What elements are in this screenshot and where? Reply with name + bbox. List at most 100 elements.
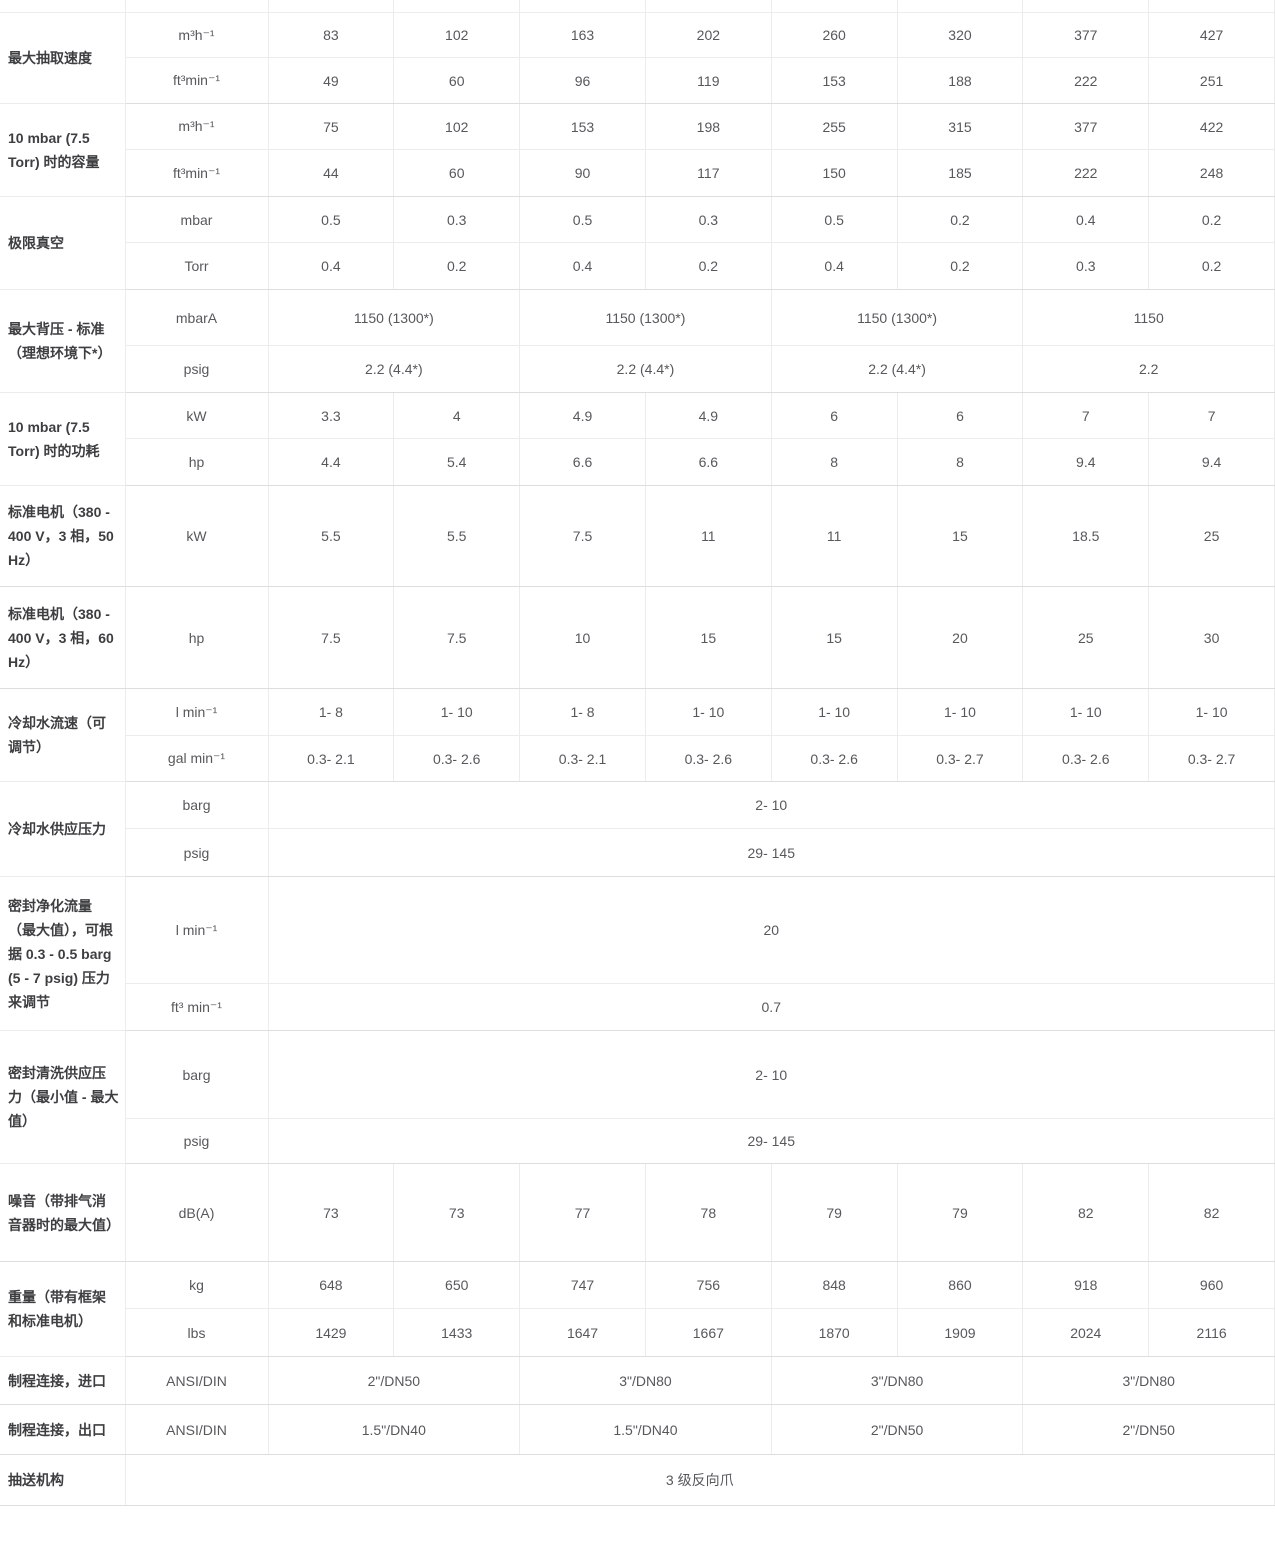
value-cell: 3 级反向爪 — [124, 1454, 1275, 1506]
spec-label: 冷却水流速（可调节） — [0, 688, 126, 782]
value-cell: 9.4 — [1148, 438, 1275, 486]
unit-cell: hp — [124, 586, 269, 689]
value-cell: 848 — [770, 1261, 898, 1309]
spec-label: 密封清洗供应压力（最小值 - 最大值） — [0, 1030, 126, 1164]
value-cell: 0.4 — [519, 242, 646, 290]
unit-cell: psig — [125, 1118, 269, 1164]
header-stub-cell — [1148, 0, 1275, 13]
value-cell: 60 — [393, 149, 521, 197]
value-cell: 1433 — [393, 1308, 521, 1357]
value-cell: 5.4 — [393, 438, 521, 486]
value-cell: 1- 10 — [1022, 688, 1150, 736]
value-cell: 10 — [519, 586, 646, 689]
value-cell: 248 — [1148, 149, 1275, 197]
table-row: 极限真空 mbar 0.5 0.3 0.5 0.3 0.5 0.2 0.4 0.… — [0, 196, 1275, 290]
value-cell: 0.3 — [393, 196, 521, 243]
value-cell: 0.3- 2.1 — [519, 735, 646, 782]
value-cell: 1150 (1300*) — [770, 289, 1024, 346]
table-row: 噪音（带排气消音器时的最大值） dB(A) 73 73 77 78 79 79 … — [0, 1163, 1275, 1262]
value-cell: 4.9 — [519, 392, 646, 439]
unit-cell: Torr — [125, 242, 269, 290]
unit-cell: m³h⁻¹ — [124, 103, 269, 150]
value-cell: 11 — [644, 485, 772, 587]
header-stub-cell — [644, 0, 772, 13]
value-cell: 648 — [267, 1261, 395, 1309]
value-cell: 2.2 (4.4*) — [519, 345, 772, 393]
value-cell: 960 — [1148, 1261, 1275, 1309]
table-row: 10 mbar (7.5 Torr) 时的功耗 kW 3.3 4 4.9 4.9… — [0, 392, 1275, 486]
table-row: 密封清洗供应压力（最小值 - 最大值） barg 2- 10 — [0, 1030, 1275, 1164]
header-stub-cell — [519, 0, 646, 13]
value-cell: 0.3- 2.1 — [267, 735, 395, 782]
value-cell: 1647 — [519, 1308, 646, 1357]
value-cell: 0.2 — [1148, 196, 1275, 243]
unit-cell: dB(A) — [124, 1163, 269, 1262]
unit-cell: hp — [125, 438, 269, 486]
unit-cell: ANSI/DIN — [124, 1356, 269, 1405]
value-cell: 0.3- 2.6 — [770, 735, 898, 782]
value-cell: 0.5 — [267, 196, 395, 243]
header-stub-cell — [124, 0, 269, 13]
value-cell: 251 — [1148, 57, 1275, 104]
value-cell: 6 — [770, 392, 898, 439]
value-cell: 2.2 (4.4*) — [267, 345, 521, 393]
unit-cell: mbar — [124, 196, 269, 243]
value-cell: 0.3- 2.6 — [644, 735, 772, 782]
value-cell: 29- 145 — [267, 1118, 1275, 1164]
value-cell: 78 — [644, 1163, 772, 1262]
value-cell: 422 — [1148, 103, 1275, 150]
value-cell: 102 — [393, 103, 521, 150]
value-cell: 20 — [267, 876, 1275, 984]
value-cell: 0.5 — [770, 196, 898, 243]
value-cell: 222 — [1022, 57, 1150, 104]
value-cell: 0.7 — [267, 983, 1275, 1031]
value-cell: 8 — [896, 438, 1024, 486]
table-row: ft³min⁻¹ 44 60 90 117 150 185 222 248 — [0, 149, 1275, 197]
value-cell: 4.4 — [267, 438, 395, 486]
value-cell: 1667 — [644, 1308, 772, 1357]
value-cell: 1- 10 — [393, 688, 521, 736]
value-cell: 0.3 — [1022, 242, 1150, 290]
value-cell: 0.3- 2.6 — [393, 735, 521, 782]
value-cell: 0.2 — [896, 196, 1024, 243]
spec-label: 冷却水供应压力 — [0, 781, 126, 877]
spec-label: 10 mbar (7.5 Torr) 时的容量 — [0, 103, 126, 197]
value-cell: 5.5 — [393, 485, 521, 587]
value-cell: 15 — [770, 586, 898, 689]
table-row: 制程连接，出口 ANSI/DIN 1.5"/DN40 1.5"/DN40 2"/… — [0, 1404, 1275, 1455]
value-cell: 650 — [393, 1261, 521, 1309]
value-cell: 222 — [1022, 149, 1150, 197]
value-cell: 2.2 (4.4*) — [770, 345, 1024, 393]
value-cell: 860 — [896, 1261, 1024, 1309]
value-cell: 7 — [1148, 392, 1275, 439]
value-cell: 756 — [644, 1261, 772, 1309]
value-cell: 20 — [896, 586, 1024, 689]
value-cell: 1- 10 — [644, 688, 772, 736]
value-cell: 7.5 — [393, 586, 521, 689]
header-stub-cell — [896, 0, 1024, 13]
spec-label: 密封净化流量（最大值），可根据 0.3 - 0.5 barg (5 - 7 ps… — [0, 876, 126, 1031]
value-cell: 77 — [519, 1163, 646, 1262]
spec-table: 最大抽取速度 m³h⁻¹ 83 102 163 202 260 320 377 … — [0, 0, 1275, 1506]
value-cell: 1429 — [267, 1308, 395, 1357]
unit-cell: ANSI/DIN — [124, 1404, 269, 1455]
value-cell: 377 — [1022, 103, 1150, 150]
table-row: 最大背压 - 标准（理想环境下*） mbarA 1150 (1300*) 115… — [0, 289, 1275, 393]
value-cell: 2.2 — [1022, 345, 1275, 393]
spec-label: 10 mbar (7.5 Torr) 时的功耗 — [0, 392, 126, 486]
value-cell: 6.6 — [644, 438, 772, 486]
unit-cell: ft³min⁻¹ — [125, 57, 269, 104]
value-cell: 4 — [393, 392, 521, 439]
value-cell: 25 — [1022, 586, 1150, 689]
value-cell: 255 — [770, 103, 898, 150]
table-row: psig 29- 145 — [0, 828, 1275, 877]
table-row: 制程连接，进口 ANSI/DIN 2"/DN50 3"/DN80 3"/DN80… — [0, 1356, 1275, 1405]
value-cell: 0.2 — [1148, 242, 1275, 290]
value-cell: 315 — [896, 103, 1024, 150]
unit-cell: gal min⁻¹ — [125, 735, 269, 782]
spec-label: 制程连接，出口 — [0, 1404, 126, 1455]
value-cell: 3.3 — [267, 392, 395, 439]
value-cell: 102 — [393, 12, 521, 58]
spec-label: 抽送机构 — [0, 1454, 126, 1506]
value-cell: 79 — [770, 1163, 898, 1262]
